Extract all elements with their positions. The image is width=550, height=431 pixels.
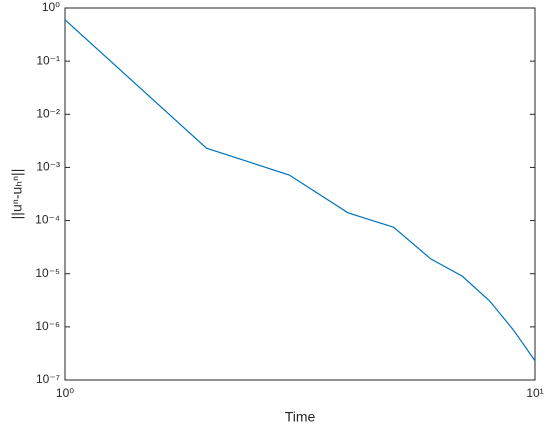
y-tick-label: 10⁻¹ bbox=[36, 53, 60, 67]
y-tick-label: 10⁻² bbox=[36, 106, 60, 120]
data-line bbox=[64, 19, 536, 362]
y-axis-label: ||uⁿ-uₕⁿ|| bbox=[9, 169, 25, 220]
x-tick-label: 10⁰ bbox=[56, 386, 74, 400]
x-tick-label: 10¹ bbox=[526, 386, 543, 400]
y-tick-label: 10⁰ bbox=[42, 0, 60, 14]
y-tick-label: 10⁻⁷ bbox=[36, 372, 60, 386]
y-tick-label: 10⁻⁶ bbox=[35, 319, 60, 333]
x-axis-label: Time bbox=[285, 409, 316, 425]
y-tick-label: 10⁻⁵ bbox=[35, 266, 60, 280]
plot-area bbox=[64, 7, 536, 381]
y-tick-label: 10⁻³ bbox=[36, 160, 60, 174]
y-tick-label: 10⁻⁴ bbox=[35, 213, 60, 227]
